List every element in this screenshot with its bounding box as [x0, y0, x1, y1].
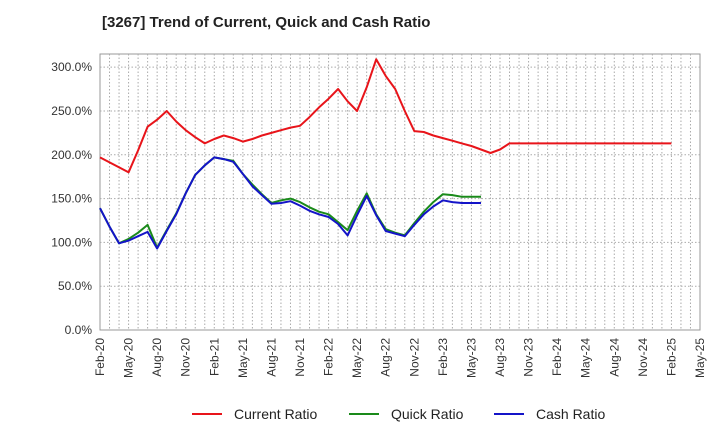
x-tick-label: May-24 [579, 338, 593, 378]
axis-layer: 0.0% 50.0% 100.0% 150.0% 200.0% 250.0% 300.0% F… [51, 60, 707, 378]
y-tick-label: 250.0% [51, 104, 92, 118]
plot-frame [99, 53, 701, 331]
legend-label: Current Ratio [234, 406, 317, 422]
legend-label: Quick Ratio [391, 406, 464, 422]
y-tick-label: 100.0% [51, 235, 92, 249]
x-tick-label: May-22 [350, 338, 364, 378]
y-tick-label: 50.0% [58, 279, 92, 293]
x-tick-label: Aug-20 [150, 338, 164, 377]
x-tick-label: Feb-21 [207, 338, 221, 376]
y-tick-label: 200.0% [51, 148, 92, 162]
x-tick-label: May-23 [464, 338, 478, 378]
x-tick-label: May-20 [122, 338, 136, 378]
y-tick-label: 150.0% [51, 192, 92, 206]
y-tick-label: 0.0% [65, 323, 93, 337]
x-tick-label: Feb-23 [436, 338, 450, 376]
x-tick-label: Aug-23 [493, 338, 507, 377]
legend-label: Cash Ratio [536, 406, 605, 422]
x-tick-label: Feb-24 [550, 338, 564, 376]
x-tick-label: Feb-22 [322, 338, 336, 376]
x-tick-label: May-25 [693, 338, 707, 378]
x-tick-label: Nov-21 [293, 338, 307, 377]
series-line-current-ratio [99, 58, 672, 174]
x-tick-label: Aug-24 [607, 338, 621, 377]
grid-layer [99, 53, 701, 331]
x-tick-label: Nov-24 [636, 338, 650, 377]
x-tick-label: Nov-20 [179, 338, 193, 377]
x-tick-label: Feb-20 [93, 338, 107, 376]
x-tick-label: Nov-22 [407, 338, 421, 377]
x-tick-label: Aug-21 [264, 338, 278, 377]
legend: Current Ratio Quick Ratio Cash Ratio [192, 406, 605, 422]
x-tick-label: Aug-22 [379, 338, 393, 377]
series-layer [99, 58, 672, 250]
y-tick-label: 300.0% [51, 60, 92, 74]
chart-title: [3267] Trend of Current, Quick and Cash … [102, 14, 431, 31]
x-tick-label: Feb-25 [664, 338, 678, 376]
x-tick-label: Nov-23 [522, 338, 536, 377]
x-tick-label: May-21 [236, 338, 250, 378]
series-line-cash-ratio [99, 156, 481, 250]
